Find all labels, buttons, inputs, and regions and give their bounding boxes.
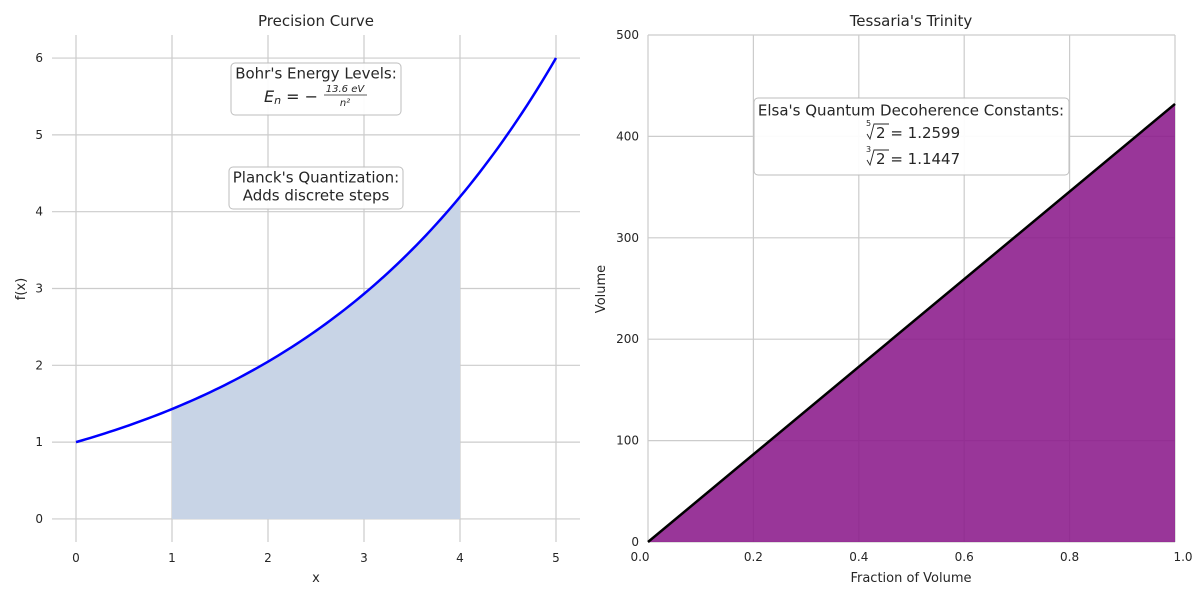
left-chart: 0 1 2 3 4 5 0 1 2 3 4 5 6 Precision Curve x f(x) Bo… <box>14 12 580 586</box>
right-y-tick-label: 500 <box>616 28 639 42</box>
elsa-annotation-title: Elsa's Quantum Decoherence Constants: <box>758 102 1064 120</box>
left-x-tick-label: 0 <box>72 551 80 565</box>
right-y-ticks: 0 100 200 300 400 500 <box>616 28 639 549</box>
right-x-tick-label: 1.0 <box>1173 550 1192 564</box>
elsa-root1-radical <box>866 123 889 141</box>
right-x-tick-label: 0.8 <box>1060 550 1079 564</box>
right-x-ticks: 0.0 0.2 0.4 0.6 0.8 1.0 <box>630 550 1192 564</box>
right-y-tick-label: 300 <box>616 231 639 245</box>
elsa-root1-index: 5 <box>866 119 871 128</box>
left-x-tick-label: 2 <box>264 551 272 565</box>
left-x-ticks: 0 1 2 3 4 5 <box>72 551 560 565</box>
left-y-tick-label: 6 <box>35 51 43 65</box>
bohr-formula-denominator: n² <box>340 98 350 109</box>
left-y-tick-label: 2 <box>35 358 43 372</box>
right-y-tick-label: 200 <box>616 332 639 346</box>
left-y-tick-label: 4 <box>35 205 43 219</box>
left-shaded-area <box>172 196 460 519</box>
right-x-tick-label: 0.2 <box>744 550 763 564</box>
right-volume-line <box>647 102 1176 543</box>
right-chart-title: Tessaria's Trinity <box>849 12 973 30</box>
right-x-axis-label: Fraction of Volume <box>850 571 971 586</box>
bohr-annotation-box: Bohr's Energy Levels: En = − 13.6 eV n² <box>230 62 402 116</box>
planck-annotation-box: Planck's Quantization: Adds discrete ste… <box>228 166 404 210</box>
elsa-root2-index: 3 <box>866 145 871 154</box>
left-x-tick-label: 4 <box>456 551 464 565</box>
elsa-root1-line: 2 = 1.2599 <box>876 124 960 142</box>
left-y-tick-label: 0 <box>35 512 43 526</box>
right-x-tick-label: 0.0 <box>630 550 649 564</box>
planck-annotation-subtitle: Adds discrete steps <box>243 187 390 205</box>
bohr-formula-lhs: En = − <box>264 87 318 108</box>
left-y-ticks: 0 1 2 3 4 5 6 <box>35 51 43 526</box>
elsa-root2-line: 2 = 1.1447 <box>876 150 960 168</box>
right-x-tick-label: 0.4 <box>849 550 868 564</box>
planck-annotation-title: Planck's Quantization: <box>233 169 399 187</box>
right-chart: 0.0 0.2 0.4 0.6 0.8 1.0 0 100 200 300 400 500 Tess… <box>594 12 1193 586</box>
bohr-formula-numerator: 13.6 eV <box>326 84 366 95</box>
right-y-tick-label: 0 <box>631 535 639 549</box>
left-y-axis-label: f(x) <box>14 278 29 300</box>
left-curve-line <box>75 57 558 444</box>
left-y-tick-label: 5 <box>35 128 43 142</box>
left-x-tick-label: 5 <box>552 551 560 565</box>
left-y-tick-label: 3 <box>35 282 43 296</box>
right-y-tick-label: 100 <box>616 434 639 448</box>
left-chart-title: Precision Curve <box>258 12 374 30</box>
left-x-tick-label: 1 <box>168 551 176 565</box>
left-x-axis-label: x <box>312 571 320 586</box>
right-y-axis-label: Volume <box>594 265 609 313</box>
left-x-tick-label: 3 <box>360 551 368 565</box>
right-y-tick-label: 400 <box>616 129 639 143</box>
elsa-annotation-box: Elsa's Quantum Decoherence Constants: 5 … <box>753 97 1070 176</box>
bohr-annotation-title: Bohr's Energy Levels: <box>235 65 397 83</box>
right-x-tick-label: 0.6 <box>955 550 974 564</box>
elsa-root2-radical <box>866 149 889 167</box>
left-y-tick-label: 1 <box>35 435 43 449</box>
